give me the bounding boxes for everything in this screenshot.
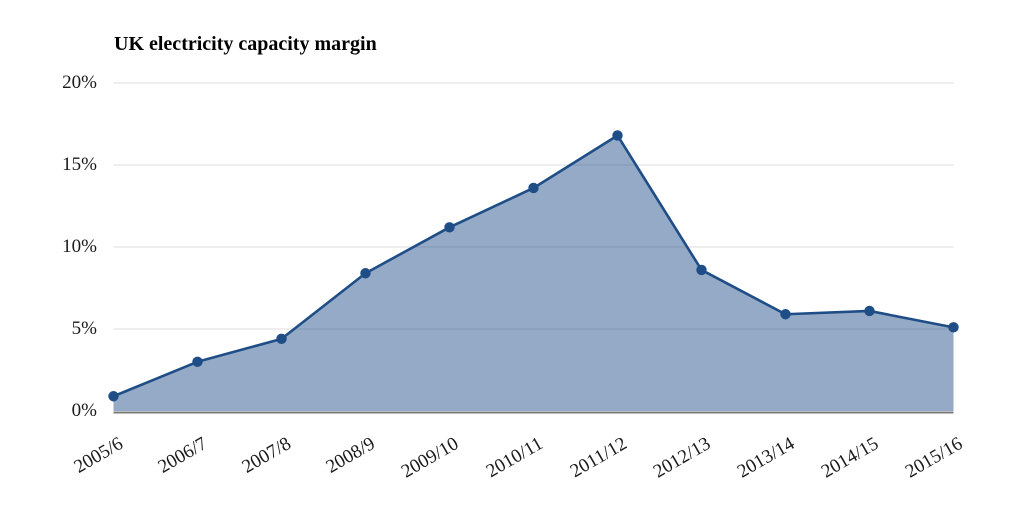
data-point-2008-9 — [360, 268, 371, 279]
y-tick-label-10pct: 10% — [62, 236, 97, 257]
area-fill — [113, 135, 954, 412]
y-tick-label-15pct: 15% — [62, 154, 97, 175]
data-point-2009-10 — [444, 222, 455, 233]
data-point-2015-16 — [948, 322, 959, 333]
data-point-2005-6 — [108, 391, 119, 402]
data-point-2014-15 — [864, 305, 875, 317]
data-point-2013-14 — [780, 309, 791, 320]
data-point-2007-8 — [276, 333, 287, 345]
y-tick-label-5pct: 5% — [71, 318, 97, 339]
data-point-2011-12 — [612, 130, 623, 141]
data-point-2012-13 — [696, 264, 707, 276]
y-tick-label-0pct: 0% — [71, 400, 97, 421]
data-point-2006-7 — [192, 356, 203, 367]
data-point-2010-11 — [528, 182, 539, 194]
chart-title: UK electricity capacity margin — [114, 33, 377, 55]
y-tick-label-20pct: 20% — [62, 72, 97, 93]
